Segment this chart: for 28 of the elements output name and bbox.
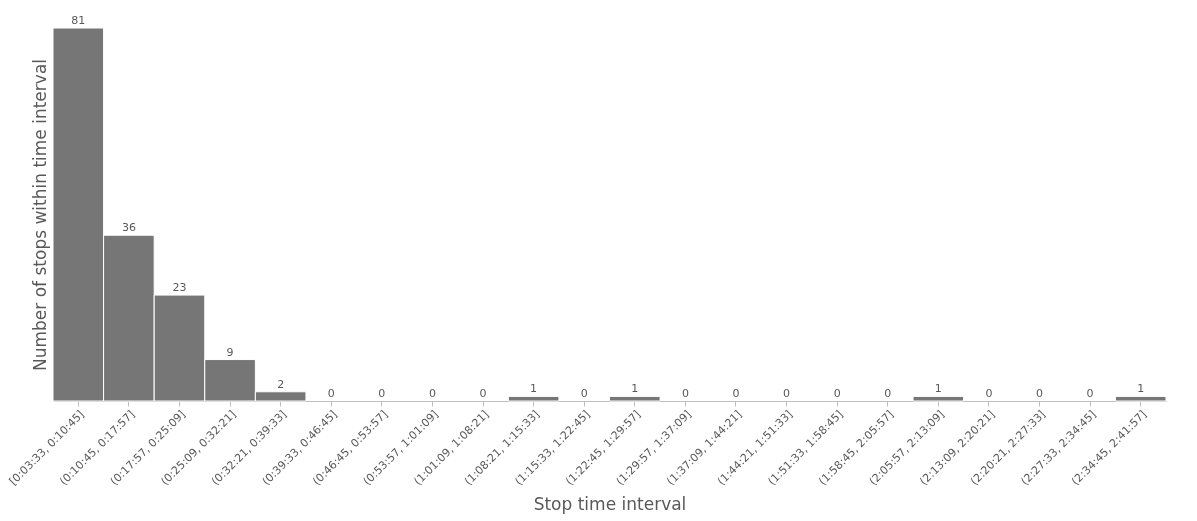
data-label: 0 xyxy=(732,387,740,400)
data-label: 0 xyxy=(580,387,588,400)
data-label: 1 xyxy=(530,382,538,396)
data-label: 0 xyxy=(327,387,335,400)
data-label: 0 xyxy=(1036,387,1044,400)
data-label: 0 xyxy=(479,387,487,400)
data-label: 0 xyxy=(783,387,791,400)
bar xyxy=(507,395,560,402)
data-label: 23 xyxy=(172,281,187,295)
data-label: 0 xyxy=(985,387,993,400)
bar xyxy=(609,395,661,402)
data-label: 36 xyxy=(121,221,136,235)
bar xyxy=(912,395,965,402)
data-label: 0 xyxy=(884,387,892,400)
bar xyxy=(1114,395,1167,402)
data-label: 2 xyxy=(277,377,285,391)
data-label: 0 xyxy=(833,387,841,400)
data-label: 0 xyxy=(681,387,689,400)
x-axis-title: Stop time interval xyxy=(533,494,687,515)
data-label: 0 xyxy=(378,387,386,400)
data-label: 1 xyxy=(631,382,639,396)
data-label: 1 xyxy=(934,382,942,396)
data-label: 0 xyxy=(428,387,436,400)
data-label: 81 xyxy=(71,14,86,27)
data-label: 9 xyxy=(226,345,234,359)
data-label: 0 xyxy=(1086,387,1094,400)
data-label: 1 xyxy=(1137,382,1145,396)
y-axis-title: Number of stops within time interval xyxy=(29,58,50,372)
